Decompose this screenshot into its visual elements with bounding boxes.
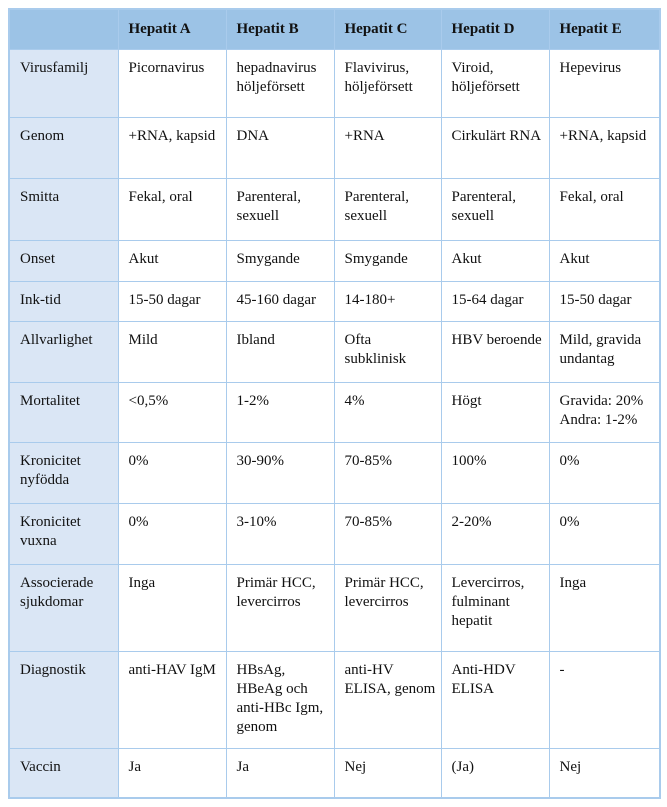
table-cell: 100% xyxy=(440,441,550,504)
table-row: Allvarlighet Mild Ibland Ofta subklinisk HBV… xyxy=(8,320,661,383)
table-cell: Flavivirus, höljeförsett xyxy=(333,48,442,118)
table-cell: Cirkulärt RNA xyxy=(440,116,550,179)
table-cell: Gravida: 20% Andra: 1-2% xyxy=(548,381,661,443)
table-cell: 14-180+ xyxy=(333,280,442,322)
table-cell: Picornavirus xyxy=(117,48,227,118)
row-label: Smitta xyxy=(8,177,119,241)
table-cell: anti-HV ELISA, genom xyxy=(333,650,442,749)
table-cell: Inga xyxy=(117,563,227,652)
table-cell: Parenteral, sexuell xyxy=(333,177,442,241)
table-cell: 30-90% xyxy=(225,441,335,504)
table-cell: DNA xyxy=(225,116,335,179)
table-cell: Primär HCC, levercirros xyxy=(333,563,442,652)
row-label: Genom xyxy=(8,116,119,179)
table-cell: Nej xyxy=(548,747,661,799)
table-cell: 15-50 dagar xyxy=(117,280,227,322)
table-cell: Mild, gravida undantag xyxy=(548,320,661,383)
table-cell: Levercirros, fulminant hepatit xyxy=(440,563,550,652)
table-row: Virusfamilj Picornavirus hepadnavirus hölj… xyxy=(8,48,661,118)
column-header: Hepatit D xyxy=(440,8,550,50)
table-cell: Fekal, oral xyxy=(548,177,661,241)
row-label: Allvarlighet xyxy=(8,320,119,383)
table-cell: Högt xyxy=(440,381,550,443)
column-header: Hepatit E xyxy=(548,8,661,50)
table-cell: 1-2% xyxy=(225,381,335,443)
table-cell: Anti-HDV ELISA xyxy=(440,650,550,749)
table-cell: 4% xyxy=(333,381,442,443)
table-cell: Fekal, oral xyxy=(117,177,227,241)
table-row: Diagnostik anti-HAV IgM HBsAg, HBeAg och a… xyxy=(8,650,661,749)
row-label: Associerade sjukdomar xyxy=(8,563,119,652)
table-cell: +RNA, kapsid xyxy=(548,116,661,179)
table-cell: hepadnavirus höljeförsett xyxy=(225,48,335,118)
table-cell: Viroid, höljeförsett xyxy=(440,48,550,118)
table-cell: Mild xyxy=(117,320,227,383)
table-row: Genom +RNA, kapsid DNA +RNA Cirkulärt RNA +RN… xyxy=(8,116,661,179)
table-cell: Ja xyxy=(225,747,335,799)
table-cell: Hepevirus xyxy=(548,48,661,118)
column-header: Hepatit B xyxy=(225,8,335,50)
table-cell: +RNA, kapsid xyxy=(117,116,227,179)
table-cell: 70-85% xyxy=(333,502,442,565)
table-cell: HBV beroende xyxy=(440,320,550,383)
table-row: Onset Akut Smygande Smygande Akut Akut xyxy=(8,239,661,282)
table-row: Kronicitet nyfödda 0% 30-90% 70-85% 100% 0% xyxy=(8,441,661,504)
table-cell: - xyxy=(548,650,661,749)
table-cell: 15-64 dagar xyxy=(440,280,550,322)
table-cell: Parenteral, sexuell xyxy=(225,177,335,241)
table-cell: 70-85% xyxy=(333,441,442,504)
table-cell: Inga xyxy=(548,563,661,652)
table-cell: Smygande xyxy=(225,239,335,282)
table-row: Associerade sjukdomar Inga Primär HCC, lev… xyxy=(8,563,661,652)
header-row: Hepatit A Hepatit B Hepatit C Hepatit D Hepa… xyxy=(8,8,661,50)
table-cell: 45-160 dagar xyxy=(225,280,335,322)
column-header: Hepatit C xyxy=(333,8,442,50)
row-label: Kronicitet nyfödda xyxy=(8,441,119,504)
row-label: Kronicitet vuxna xyxy=(8,502,119,565)
table-row: Smitta Fekal, oral Parenteral, sexuell Pare… xyxy=(8,177,661,241)
table-row: Mortalitet <0,5% 1-2% 4% Högt Gravida: 20% An… xyxy=(8,381,661,443)
table-cell: Ibland xyxy=(225,320,335,383)
row-label: Mortalitet xyxy=(8,381,119,443)
table-cell: Ofta subklinisk xyxy=(333,320,442,383)
table-cell: Nej xyxy=(333,747,442,799)
table-cell: 0% xyxy=(548,502,661,565)
table-cell: 15-50 dagar xyxy=(548,280,661,322)
row-label: Ink-tid xyxy=(8,280,119,322)
table-cell: Smygande xyxy=(333,239,442,282)
table-cell: Primär HCC, levercirros xyxy=(225,563,335,652)
table-row: Ink-tid 15-50 dagar 45-160 dagar 14-180+ 15-… xyxy=(8,280,661,322)
row-label: Diagnostik xyxy=(8,650,119,749)
table-cell: 0% xyxy=(117,502,227,565)
row-label: Vaccin xyxy=(8,747,119,799)
table-body: Virusfamilj Picornavirus hepadnavirus hölj… xyxy=(8,48,661,799)
table-cell: Parenteral, sexuell xyxy=(440,177,550,241)
table-row: Vaccin Ja Ja Nej (Ja) Nej xyxy=(8,747,661,799)
table-cell: Akut xyxy=(117,239,227,282)
table-cell: Ja xyxy=(117,747,227,799)
table-cell: 2-20% xyxy=(440,502,550,565)
table-cell: anti-HAV IgM xyxy=(117,650,227,749)
table-cell: +RNA xyxy=(333,116,442,179)
table-cell: 3-10% xyxy=(225,502,335,565)
table-cell: Akut xyxy=(548,239,661,282)
row-label: Onset xyxy=(8,239,119,282)
table-cell: <0,5% xyxy=(117,381,227,443)
hepatitis-comparison-table: Hepatit A Hepatit B Hepatit C Hepatit D Hepa… xyxy=(8,8,661,799)
table-cell: 0% xyxy=(117,441,227,504)
table-row: Kronicitet vuxna 0% 3-10% 70-85% 2-20% 0% xyxy=(8,502,661,565)
table-cell: HBsAg, HBeAg och anti-HBc Igm, genom xyxy=(225,650,335,749)
row-label: Virusfamilj xyxy=(8,48,119,118)
table-cell: Akut xyxy=(440,239,550,282)
table-cell: 0% xyxy=(548,441,661,504)
table-cell: (Ja) xyxy=(440,747,550,799)
corner-cell xyxy=(8,8,119,50)
column-header: Hepatit A xyxy=(117,8,227,50)
